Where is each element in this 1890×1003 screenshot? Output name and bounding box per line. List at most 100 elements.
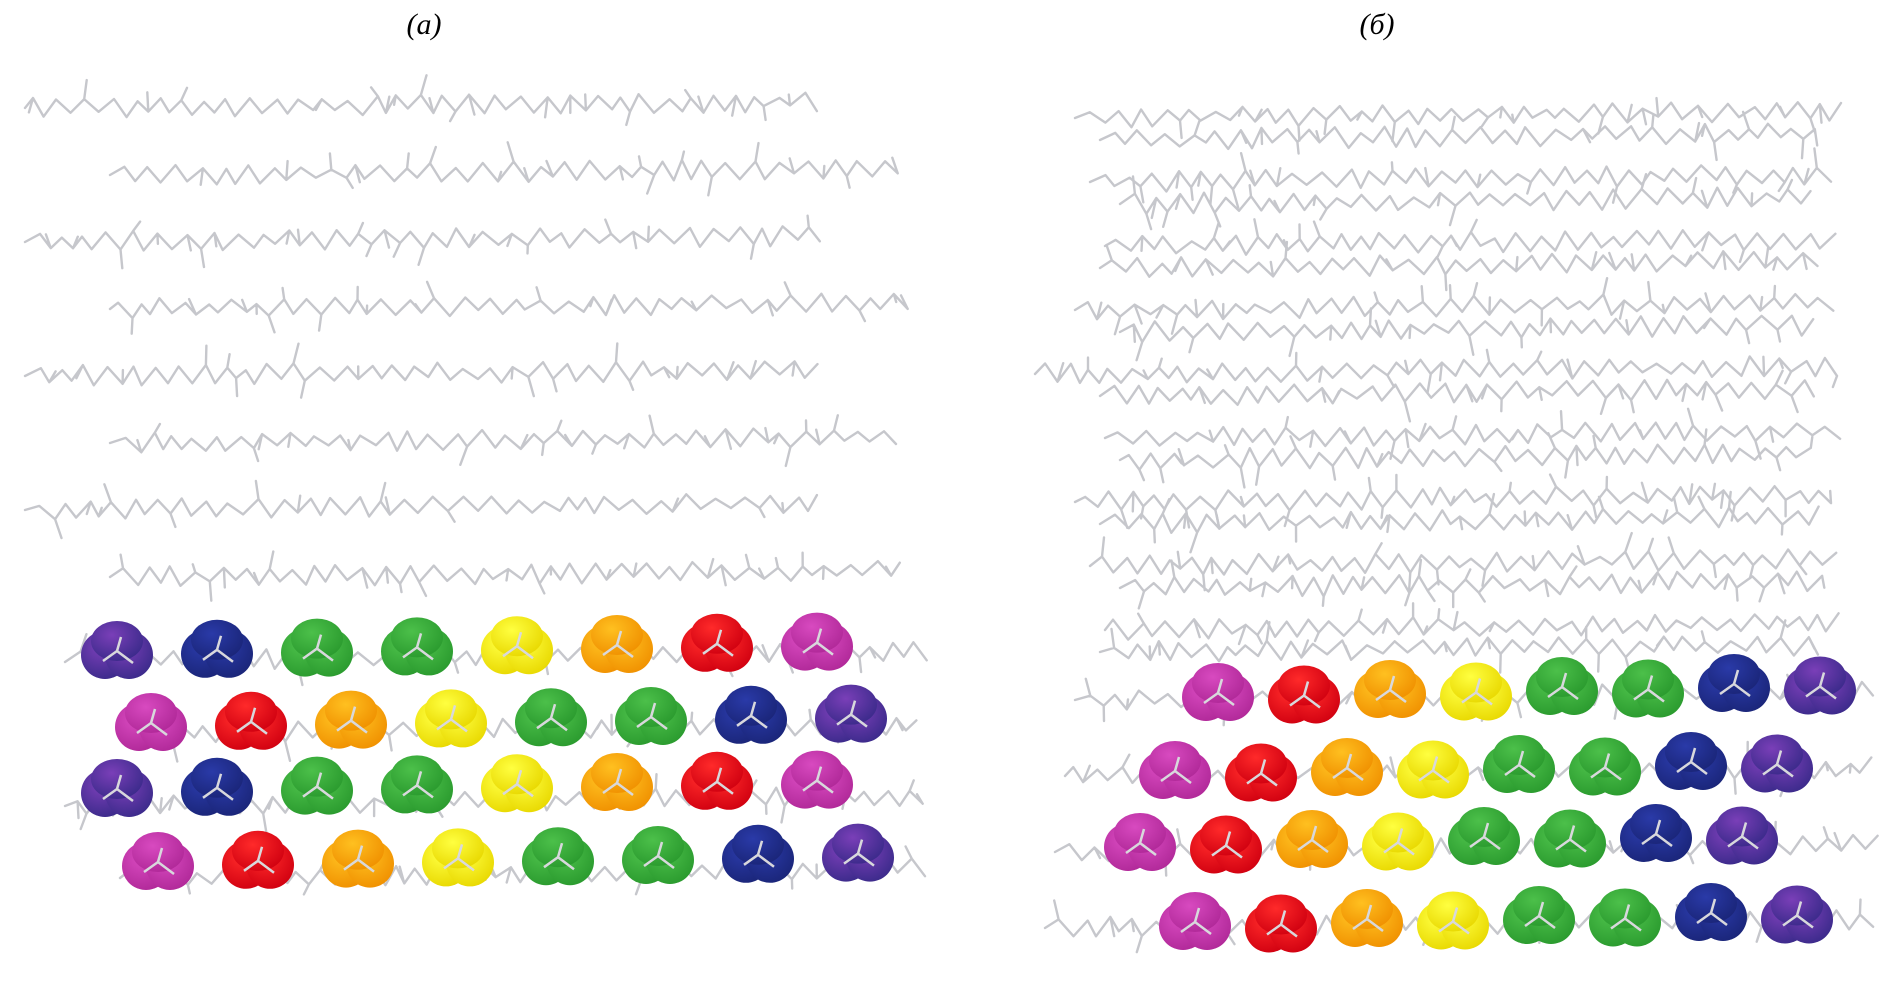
residue: [1190, 815, 1262, 874]
chain: [1118, 307, 1815, 362]
residue-lobe: [191, 619, 243, 660]
residue-lobe: [1751, 734, 1803, 775]
residue-bond: [102, 774, 134, 802]
residue: [1268, 665, 1340, 724]
residue: [381, 617, 453, 676]
residue: [1784, 656, 1856, 715]
residue: [681, 613, 753, 672]
residue: [415, 689, 487, 748]
residue: [181, 757, 253, 816]
residue-lobe: [1536, 657, 1588, 697]
highlighted-residues: [81, 612, 1856, 953]
residue-bond: [302, 772, 334, 800]
residue-lobe: [832, 823, 884, 864]
residue: [1159, 892, 1231, 950]
residue: [722, 824, 794, 883]
residue-bond: [1547, 672, 1579, 700]
residue-lobe: [825, 684, 877, 725]
chain: [1073, 96, 1843, 143]
residue: [781, 750, 853, 809]
residue: [1698, 654, 1770, 712]
residue: [1362, 812, 1434, 871]
residue-bond: [102, 636, 134, 664]
residue-lobe: [1771, 885, 1823, 926]
residue-bond: [202, 773, 234, 801]
residue-bond: [1332, 753, 1364, 781]
residue-bond: [1727, 822, 1759, 850]
residue: [1331, 889, 1403, 947]
residue-bond: [1633, 675, 1665, 703]
residue-bond: [1289, 681, 1321, 709]
residue-lobe: [732, 824, 784, 865]
residue-bond: [343, 845, 375, 873]
residue: [1440, 662, 1512, 721]
residue: [522, 827, 594, 886]
residue-lobe: [691, 613, 743, 654]
residue: [1706, 806, 1778, 865]
residue-bond: [1438, 907, 1470, 935]
residue-bond: [436, 705, 468, 733]
chain: [23, 214, 821, 270]
residue-lobe: [1622, 659, 1674, 700]
residue-bond: [502, 769, 534, 798]
residue-bond: [1125, 828, 1157, 856]
residue: [381, 755, 453, 814]
residue: [1354, 660, 1426, 718]
residue: [1182, 663, 1254, 721]
residue-lobe: [1630, 804, 1682, 844]
residue-bond: [402, 771, 434, 799]
residue: [122, 832, 194, 890]
residue-lobe: [1341, 889, 1393, 929]
residue-lobe: [1235, 743, 1287, 784]
residue: [615, 687, 687, 745]
residue-lobe: [425, 689, 477, 730]
residue-lobe: [1321, 738, 1373, 778]
residue: [1589, 888, 1661, 947]
residue-bond: [1211, 831, 1243, 859]
residue-bond: [736, 701, 768, 729]
residue-lobe: [632, 826, 684, 866]
chain: [1088, 531, 1838, 592]
residue-lobe: [391, 617, 443, 658]
residue-lobe: [525, 688, 577, 729]
chain: [1103, 218, 1837, 263]
residue-bond: [1610, 904, 1642, 932]
residue-bond: [536, 703, 568, 732]
residue-lobe: [291, 618, 343, 659]
residue: [215, 691, 287, 750]
residue-bond: [143, 847, 175, 875]
residue-bond: [1246, 759, 1278, 787]
residue-bond: [1676, 747, 1708, 775]
residue-lobe: [132, 832, 184, 872]
residue-bond: [743, 840, 775, 868]
residue-lobe: [591, 615, 643, 655]
residue-lobe: [391, 755, 443, 796]
residue: [715, 685, 787, 744]
residue: [822, 823, 894, 882]
residue: [681, 751, 753, 810]
residue: [622, 826, 694, 884]
chain: [108, 141, 899, 197]
residue: [1483, 735, 1555, 793]
chain: [1033, 348, 1839, 394]
residue-lobe: [1458, 807, 1510, 847]
residue-lobe: [91, 621, 143, 661]
residue-lobe: [1716, 806, 1768, 847]
residue-bond: [1383, 828, 1415, 856]
residue: [1311, 738, 1383, 796]
chain: [1098, 240, 1819, 292]
residue-lobe: [1513, 886, 1565, 926]
chain: [23, 479, 819, 540]
residue-bond: [836, 700, 868, 728]
chain: [1073, 473, 1833, 530]
residue-bond: [702, 629, 734, 657]
residue-lobe: [1364, 660, 1416, 700]
residue-lobe: [191, 757, 243, 798]
chain: [1118, 173, 1812, 231]
residue-lobe: [625, 687, 677, 727]
residue-lobe: [491, 754, 543, 795]
residue-lobe: [1407, 740, 1459, 781]
residue-lobe: [791, 612, 843, 653]
residue-lobe: [232, 830, 284, 871]
residue-bond: [1352, 904, 1384, 932]
